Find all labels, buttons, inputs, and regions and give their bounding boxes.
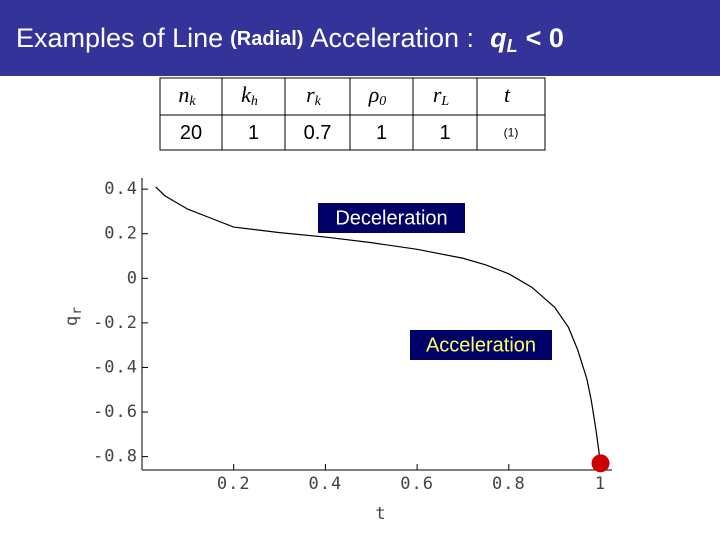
title-part: Examples of Line — [16, 23, 223, 53]
header-subscript: L — [440, 94, 449, 109]
y-tick-label: -0.8 — [93, 447, 138, 467]
table-cell: 1 — [439, 122, 450, 144]
table-header: ρ0 — [368, 82, 387, 109]
table-header: kh — [241, 82, 258, 109]
data-line — [155, 186, 602, 464]
table-cell: 1 — [376, 122, 387, 144]
y-tick-label: -0.6 — [93, 402, 138, 422]
header-symbol: n — [178, 82, 189, 107]
param-table: nk kh rk ρ0 rL t20 1 0.7 1 1 (1) — [159, 77, 546, 151]
y-axis-label: qr — [62, 306, 85, 326]
table-cell: (1) — [504, 126, 519, 140]
table-header: t — [504, 82, 511, 107]
y-tick-label: 0.4 — [104, 179, 138, 199]
table-header: rL — [433, 82, 450, 109]
title-part: < 0 — [526, 23, 564, 53]
title-part: (Radial) — [230, 28, 303, 50]
y-tick-label: -0.4 — [93, 357, 138, 377]
header-subscript: 0 — [379, 94, 386, 109]
annotation-box — [318, 203, 465, 233]
y-tick-label: -0.2 — [93, 313, 138, 333]
annotation: Acceleration — [426, 334, 536, 356]
x-tick-label: 1 — [595, 474, 606, 494]
table-header: rk — [306, 82, 322, 109]
table-cell: 20 — [180, 122, 202, 144]
annotation-box — [410, 330, 552, 360]
x-tick-label: 0.8 — [492, 474, 526, 494]
header-symbol: ρ — [368, 82, 380, 107]
annotation: Deceleration — [335, 207, 447, 229]
title: Examples of Line (Radial) Acceleration : qL… — [16, 23, 564, 56]
y-tick-label: 0 — [127, 268, 138, 288]
x-tick-label: 0.6 — [400, 474, 434, 494]
y-label-symbol: q — [62, 315, 82, 326]
plot: 0.4 0.2 0 -0.2 -0.4 -0.6 -0.8 0.2 0.4 0.6 0.8 1 t qr D… — [62, 178, 612, 524]
x-tick-label: 0.2 — [217, 474, 251, 494]
header-symbol: r — [306, 82, 315, 107]
table-border — [159, 77, 546, 151]
x-tick-label: 0.4 — [309, 474, 343, 494]
table-cell: 1 — [248, 122, 259, 144]
end-point — [591, 454, 610, 473]
header-symbol: k — [241, 82, 252, 107]
header-subscript: h — [251, 94, 258, 109]
title-part: q — [490, 23, 507, 53]
header-subscript: k — [189, 94, 196, 109]
header-symbol: r — [433, 82, 442, 107]
table-cell: 0.7 — [304, 122, 332, 144]
header-subscript: k — [315, 94, 322, 109]
title-bar — [0, 0, 720, 76]
table-header: nk — [178, 82, 196, 109]
header-symbol: t — [504, 82, 511, 107]
title-part: L — [507, 36, 518, 56]
title-part: Acceleration : — [310, 23, 474, 53]
x-axis-label: t — [375, 504, 386, 524]
y-tick-label: 0.2 — [104, 224, 138, 244]
y-label-subscript: r — [70, 306, 85, 315]
